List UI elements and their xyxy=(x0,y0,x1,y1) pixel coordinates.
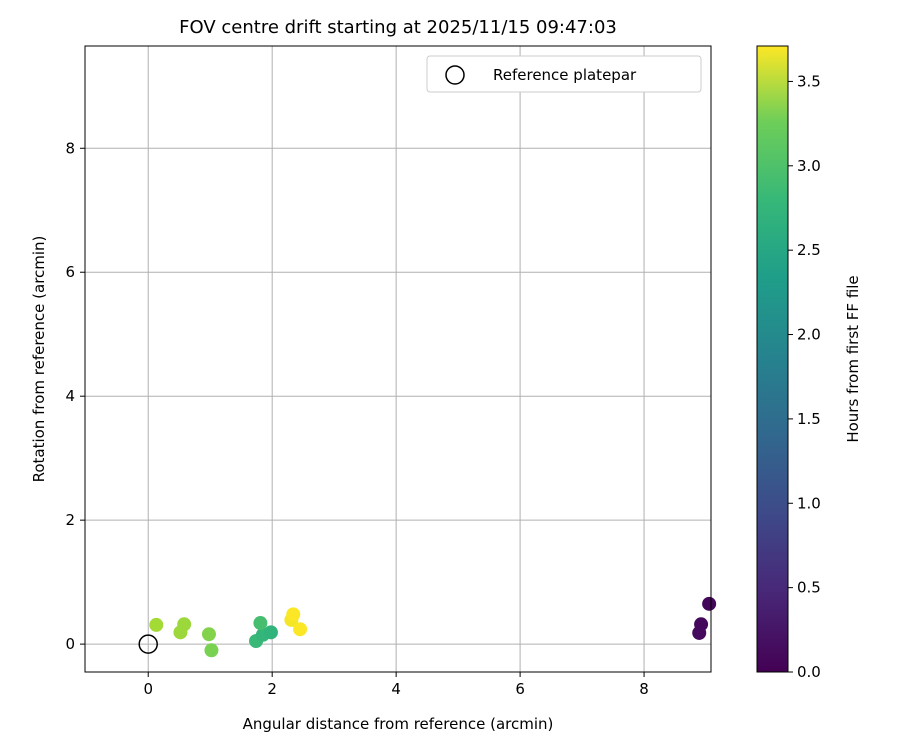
colorbar xyxy=(756,45,789,673)
data-point xyxy=(204,643,219,658)
y-tick-label: 6 xyxy=(65,263,75,281)
data-point xyxy=(149,617,164,632)
data-point xyxy=(286,607,301,622)
x-tick-label: 2 xyxy=(267,680,277,698)
reference-point xyxy=(138,634,158,654)
colorbar-tick-label: 3.0 xyxy=(797,157,821,175)
colorbar-tick-label: 1.5 xyxy=(797,410,821,428)
data-point xyxy=(201,627,216,642)
data-point xyxy=(702,596,717,611)
y-tick-label: 2 xyxy=(65,511,75,529)
x-axis-label: Angular distance from reference (arcmin) xyxy=(243,715,554,733)
colorbar-tick-label: 1.0 xyxy=(797,494,821,512)
x-tick-label: 0 xyxy=(143,680,153,698)
x-tick-label: 6 xyxy=(515,680,525,698)
colorbar-tick-label: 3.5 xyxy=(797,72,821,90)
y-tick-label: 0 xyxy=(65,635,75,653)
legend: Reference platepar xyxy=(426,55,702,93)
data-point xyxy=(263,625,278,640)
colorbar-tick-label: 0.5 xyxy=(797,579,821,597)
data-point xyxy=(253,616,268,631)
colorbar-tick-label: 2.5 xyxy=(797,241,821,259)
plot-frame xyxy=(84,45,712,673)
legend-marker-reference xyxy=(445,65,465,85)
y-tick-label: 4 xyxy=(65,387,75,405)
data-point xyxy=(293,622,308,637)
chart-title: FOV centre drift starting at 2025/11/15 … xyxy=(179,17,617,38)
x-tick-label: 8 xyxy=(639,680,649,698)
colorbar-tick-label: 0.0 xyxy=(797,663,821,681)
legend-label: Reference platepar xyxy=(493,66,637,84)
x-tick-label: 4 xyxy=(391,680,401,698)
data-point xyxy=(692,625,707,640)
colorbar-label: Hours from first FF file xyxy=(844,275,862,442)
colorbar-tick-label: 2.0 xyxy=(797,326,821,344)
y-axis-label: Rotation from reference (arcmin) xyxy=(30,236,48,483)
y-tick-label: 8 xyxy=(65,139,75,157)
data-point xyxy=(177,617,192,632)
